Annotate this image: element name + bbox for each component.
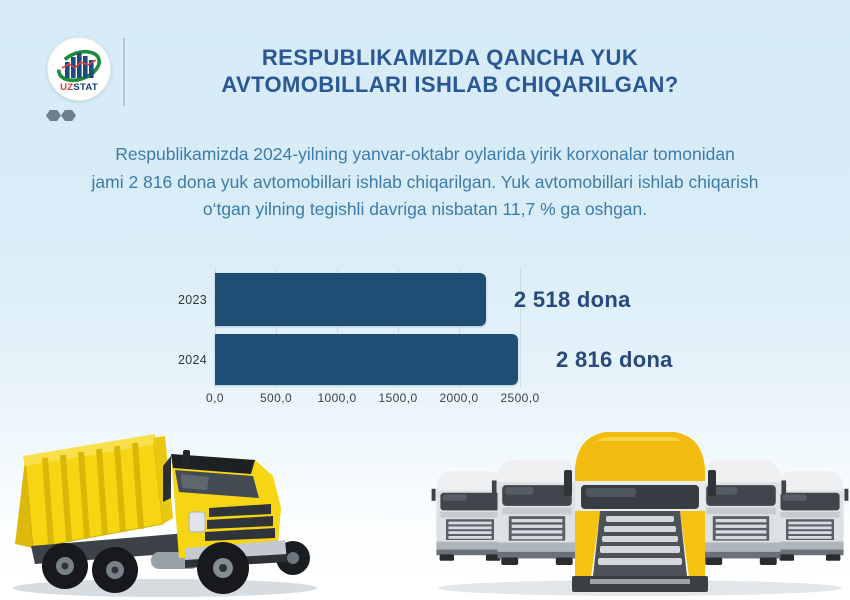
logo-uz: UZ <box>60 82 74 93</box>
page-title-line2: AVTOMOBILLARI ISHLAB CHIQARILGAN? <box>221 72 679 97</box>
intro-line-2: jami 2 816 dona yuk avtomobillari ishlab… <box>91 171 759 192</box>
gridline <box>215 267 216 387</box>
category-label-2023: 2023 <box>177 292 207 307</box>
logo-stat: STAT <box>73 82 98 93</box>
intro-paragraph: Respublikamizda 2024-yilning yanvar-okta… <box>30 141 820 224</box>
gridline <box>520 267 521 387</box>
hexagon-cap-left-icon <box>46 110 61 121</box>
bar-2023 <box>215 273 486 326</box>
hexagon-cap-right-icon <box>61 110 76 121</box>
chart-plot: 0,0 500,0 1000,0 1500,0 2000,0 2500,0 2 518 do… <box>206 267 672 417</box>
x-tick-label: 0,0 <box>206 391 224 405</box>
production-bar-chart: 2023 2024 0,0 500,0 1000,0 1500,0 2000,0 2500,… <box>160 267 720 417</box>
x-tick-label: 1000,0 <box>317 391 357 405</box>
x-tick-label: 2000,0 <box>439 391 479 405</box>
truck-fleet-image <box>431 432 849 596</box>
page-title-line1: RESPUBLIKAMIZDA QANCHA YUK <box>261 45 639 70</box>
header-accent-line <box>46 110 832 121</box>
header-vertical-divider <box>123 38 125 106</box>
uzstat-logo: UZSTAT <box>47 37 111 101</box>
intro-line-3: o‘tgan yilning tegishli davriga nisbatan… <box>202 199 648 219</box>
value-label-2024: 2 816 dona <box>556 346 673 372</box>
x-tick-label: 1500,0 <box>378 391 418 405</box>
gridline <box>337 267 338 387</box>
dump-truck-image <box>13 434 317 597</box>
bar-2024 <box>215 334 518 385</box>
gridline <box>459 267 460 387</box>
value-label-2023: 2 518 dona <box>513 286 631 312</box>
logo-chart-icon <box>57 49 101 83</box>
x-tick-label: 2500,0 <box>500 391 540 405</box>
category-label-2024: 2024 <box>177 352 207 367</box>
logo-wordmark: UZSTAT <box>60 82 98 93</box>
intro-line-1: Respublikamizda 2024-yilning yanvar-okta… <box>115 144 735 164</box>
page-title: RESPUBLIKAMIZDA QANCHA YUK AVTOMOBILLARI… <box>135 44 765 98</box>
gridline <box>276 267 277 387</box>
gridline <box>398 267 399 387</box>
chart-categories: 2023 2024 <box>160 267 207 387</box>
x-tick-label: 500,0 <box>259 391 293 405</box>
